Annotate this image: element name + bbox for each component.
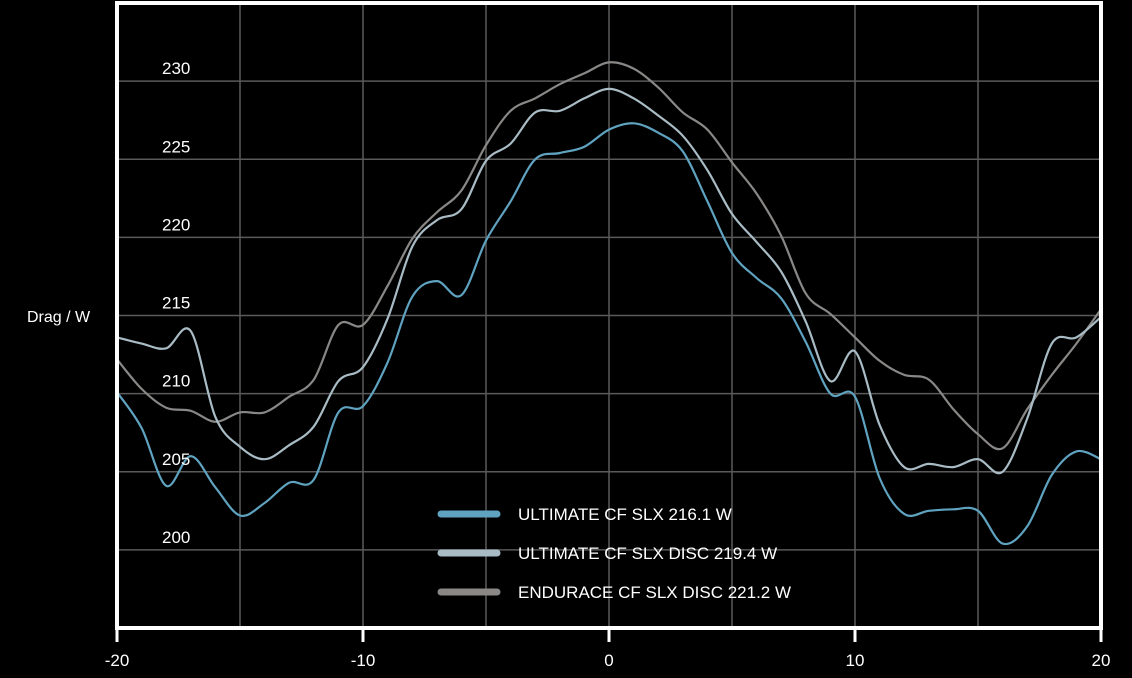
legend: ULTIMATE CF SLX 216.1 W ULTIMATE CF SLX D… (437, 505, 791, 602)
x-axis-ticks: -20 -10 0 10 20 (105, 628, 1111, 670)
series-line-3 (116, 61, 1102, 451)
y-tick-label: 225 (162, 137, 190, 156)
legend-label-2: ULTIMATE CF SLX DISC 219.4 W (518, 544, 777, 563)
x-tick-label: 0 (604, 651, 613, 670)
legend-label-1: ULTIMATE CF SLX 216.1 W (518, 505, 732, 524)
legend-label-3: ENDURACE CF SLX DISC 221.2 W (518, 583, 791, 602)
x-tick-label: 20 (1092, 651, 1111, 670)
series-line-2 (116, 87, 1102, 475)
y-tick-label: 205 (162, 450, 190, 469)
y-tick-label: 200 (162, 528, 190, 547)
grid (117, 3, 1101, 628)
x-tick-label: -20 (105, 651, 130, 670)
x-tick-label: -10 (351, 651, 376, 670)
y-tick-label: 210 (162, 372, 190, 391)
y-tick-label: 230 (162, 59, 190, 78)
series-line-1 (116, 122, 1102, 546)
y-axis-ticks: 200 205 210 215 220 225 230 (162, 59, 190, 547)
y-tick-label: 215 (162, 294, 190, 313)
x-tick-label: 10 (846, 651, 865, 670)
y-axis-label: Drag / W (27, 309, 91, 326)
y-tick-label: 220 (162, 215, 190, 234)
series-lines (116, 61, 1102, 546)
